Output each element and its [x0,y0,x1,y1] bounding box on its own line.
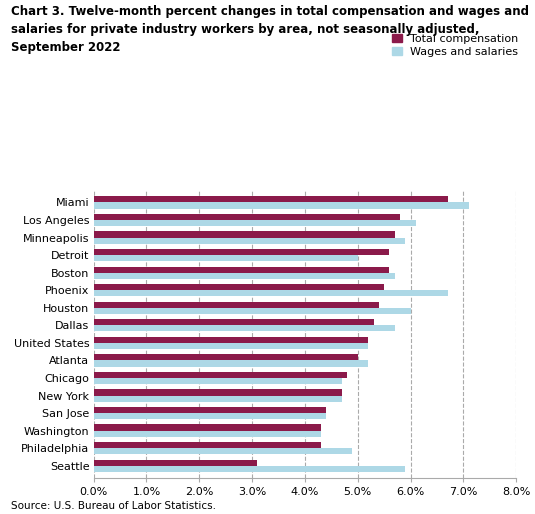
Legend: Total compensation, Wages and salaries: Total compensation, Wages and salaries [392,34,519,57]
Bar [94,290,448,297]
Text: salaries for private industry workers by area, not seasonally adjusted,: salaries for private industry workers by… [11,23,479,36]
Bar [94,272,395,279]
Bar [94,308,411,314]
Bar [94,431,321,437]
Bar [94,343,369,349]
Bar [94,325,395,332]
Bar [94,466,406,472]
Bar [94,360,369,366]
Bar [94,396,342,401]
Bar [94,372,347,378]
Bar [94,214,400,220]
Bar [94,337,369,343]
Bar [94,249,389,255]
Bar [94,460,257,466]
Bar [94,354,358,360]
Bar [94,378,342,384]
Bar [94,448,353,454]
Bar [94,319,373,325]
Bar [94,255,358,261]
Text: September 2022: September 2022 [11,41,120,54]
Bar [94,302,379,308]
Text: Chart 3. Twelve-month percent changes in total compensation and wages and: Chart 3. Twelve-month percent changes in… [11,5,529,18]
Bar [94,220,416,226]
Bar [94,203,469,209]
Bar [94,196,448,203]
Bar [94,425,321,431]
Bar [94,284,384,290]
Bar [94,413,326,419]
Bar [94,407,326,413]
Bar [94,442,321,448]
Bar [94,390,342,396]
Bar [94,237,406,244]
Bar [94,267,389,272]
Text: Source: U.S. Bureau of Labor Statistics.: Source: U.S. Bureau of Labor Statistics. [11,502,216,511]
Bar [94,231,395,237]
